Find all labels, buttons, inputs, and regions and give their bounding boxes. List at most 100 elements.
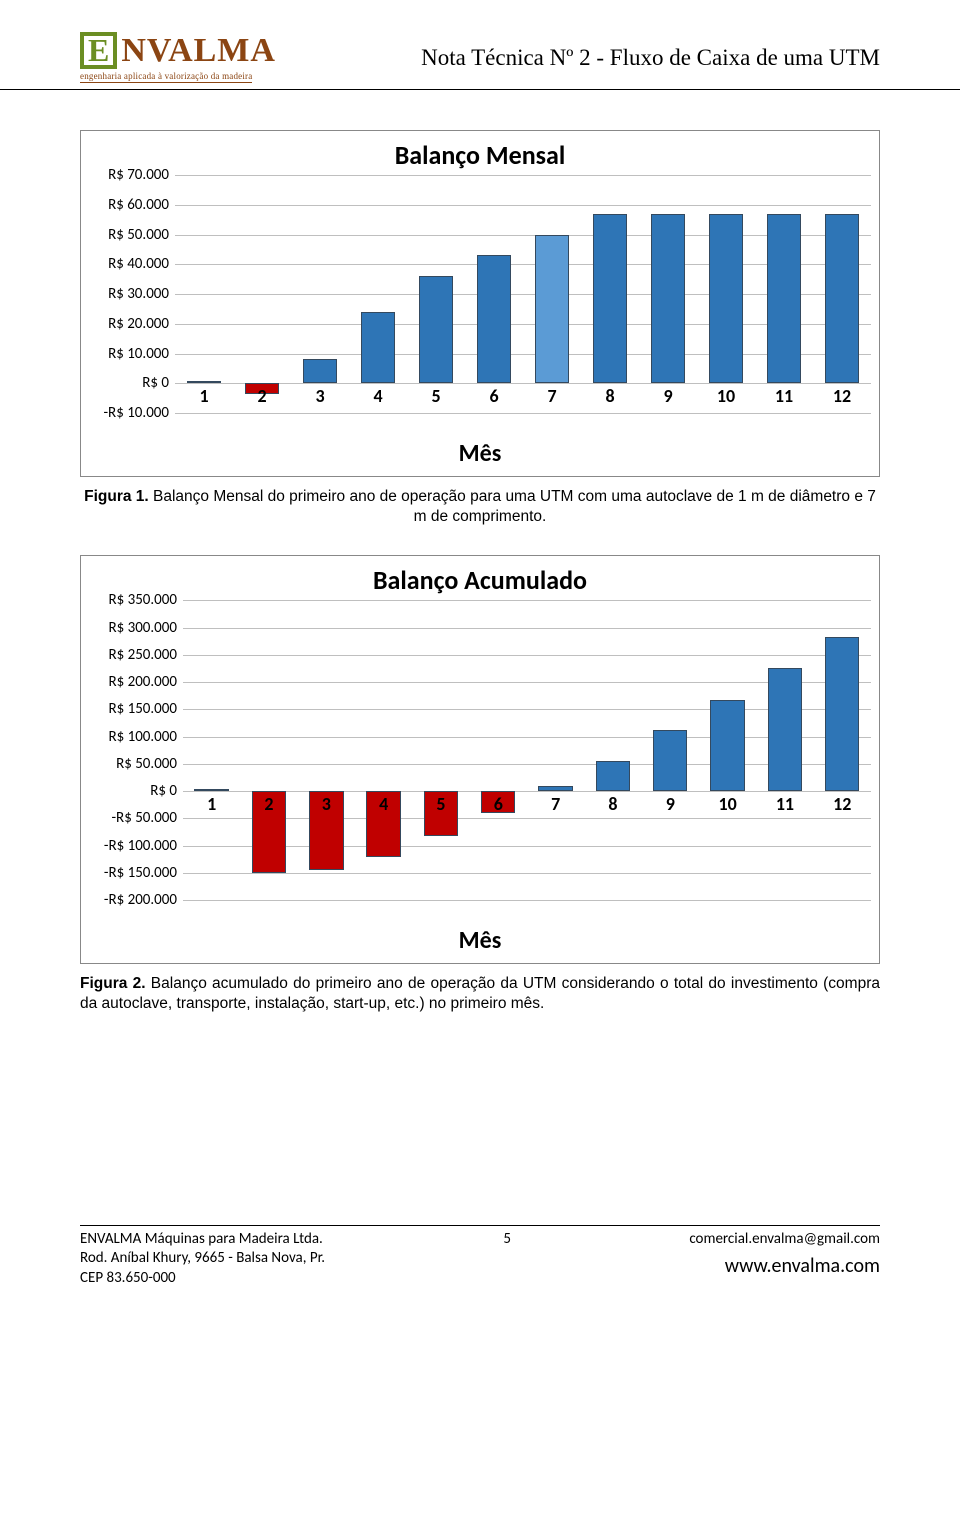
x-tick-label: 1 — [175, 385, 233, 407]
caption2-bold: Figura 2. — [80, 975, 146, 992]
bar — [538, 786, 572, 791]
bar — [477, 255, 512, 383]
bar-slot — [584, 600, 641, 900]
bar — [825, 214, 860, 384]
bar-slot — [465, 175, 523, 413]
x-tick-label: 9 — [639, 385, 697, 407]
y-tick-label: R$ 200.000 — [108, 673, 177, 691]
page-header: E NVALMA engenharia aplicada à valorizaç… — [0, 0, 960, 90]
logo-rest: NVALMA — [121, 34, 276, 68]
x-tick-label: 4 — [349, 385, 407, 407]
chart-balanco-mensal: Balanço Mensal R$ 70.000R$ 60.000R$ 50.0… — [80, 130, 880, 477]
bar-slot — [697, 175, 755, 413]
bar — [709, 214, 744, 384]
page-footer: ENVALMA Máquinas para Madeira Ltda. Rod.… — [0, 1226, 960, 1309]
bar-slot — [755, 175, 813, 413]
x-tick-label: 6 — [465, 385, 523, 407]
bar — [593, 214, 628, 384]
chart2-y-labels: R$ 350.000R$ 300.000R$ 250.000R$ 200.000… — [89, 600, 183, 900]
bar-slot — [527, 600, 584, 900]
y-tick-label: R$ 60.000 — [108, 196, 169, 214]
x-tick-label: 3 — [291, 385, 349, 407]
y-tick-label: -R$ 100.000 — [104, 837, 177, 855]
x-tick-label: 10 — [697, 385, 755, 407]
bar — [768, 668, 802, 791]
chart2-plot-area — [183, 600, 871, 900]
y-tick-label: -R$ 200.000 — [104, 891, 177, 909]
y-tick-label: R$ 20.000 — [108, 315, 169, 333]
bar — [535, 235, 570, 384]
y-tick-label: R$ 30.000 — [108, 285, 169, 303]
y-tick-label: R$ 250.000 — [108, 646, 177, 664]
y-tick-label: R$ 50.000 — [116, 755, 177, 773]
caption-figura1: Figura 1. Balanço Mensal do primeiro ano… — [80, 487, 880, 527]
x-tick-label: 5 — [412, 793, 469, 815]
footer-email: comercial.envalma@gmail.com — [689, 1230, 880, 1250]
bar-slot — [175, 175, 233, 413]
x-tick-label: 12 — [814, 793, 871, 815]
y-tick-label: R$ 350.000 — [108, 591, 177, 609]
x-tick-label: 12 — [813, 385, 871, 407]
chart1-title: Balanço Mensal — [89, 139, 871, 171]
chart1-x-labels: 123456789101112 — [175, 385, 871, 407]
bar-slot — [240, 600, 297, 900]
bar — [653, 730, 687, 791]
caption1-text: Balanço Mensal do primeiro ano de operaç… — [149, 488, 876, 525]
footer-right: comercial.envalma@gmail.com www.envalma.… — [689, 1230, 880, 1289]
y-tick-label: -R$ 150.000 — [104, 864, 177, 882]
bar-slot — [412, 600, 469, 900]
bar — [361, 312, 396, 383]
bar — [767, 214, 802, 384]
y-tick-label: R$ 50.000 — [108, 226, 169, 244]
bar-slot — [699, 600, 756, 900]
y-tick-label: R$ 300.000 — [108, 619, 177, 637]
bar — [194, 789, 228, 791]
bar-slot — [183, 600, 240, 900]
x-tick-label: 8 — [584, 793, 641, 815]
x-tick-label: 11 — [755, 385, 813, 407]
bar-slot — [581, 175, 639, 413]
bar — [651, 214, 686, 384]
bar-slot — [523, 175, 581, 413]
footer-left: ENVALMA Máquinas para Madeira Ltda. Rod.… — [80, 1230, 325, 1289]
x-tick-label: 11 — [756, 793, 813, 815]
x-tick-label: 8 — [581, 385, 639, 407]
bar-slot — [291, 175, 349, 413]
x-tick-label: 4 — [355, 793, 412, 815]
caption1-bold: Figura 1. — [84, 488, 149, 505]
x-tick-label: 1 — [183, 793, 240, 815]
caption2-text: Balanço acumulado do primeiro ano de ope… — [80, 975, 880, 1012]
x-tick-label: 3 — [298, 793, 355, 815]
chart2-title: Balanço Acumulado — [89, 564, 871, 596]
bar-slot — [642, 600, 699, 900]
y-tick-label: R$ 40.000 — [108, 255, 169, 273]
x-tick-label: 10 — [699, 793, 756, 815]
x-tick-label: 2 — [233, 385, 291, 407]
bar — [710, 700, 744, 792]
chart-balanco-acumulado: Balanço Acumulado R$ 350.000 R$ 300.000 R$… — [80, 555, 880, 964]
logo: E NVALMA engenharia aplicada à valorizaç… — [80, 32, 276, 83]
bar-slot — [813, 175, 871, 413]
bar — [303, 359, 338, 383]
logo-letter: E — [80, 32, 117, 69]
bar — [187, 381, 222, 383]
chart1-y-labels: R$ 70.000R$ 60.000R$ 50.000R$ 40.000R$ 3… — [89, 175, 175, 413]
x-tick-label: 7 — [527, 793, 584, 815]
y-tick-label: R$ 150.000 — [108, 700, 177, 718]
y-tick-label: R$ 10.000 — [108, 345, 169, 363]
doc-title: Nota Técnica Nº 2 - Fluxo de Caixa de um… — [421, 45, 880, 71]
bar-slot — [233, 175, 291, 413]
x-tick-label: 9 — [642, 793, 699, 815]
bar — [419, 276, 454, 383]
x-tick-label: 2 — [240, 793, 297, 815]
footer-site: www.envalma.com — [689, 1253, 880, 1279]
bar-slot — [349, 175, 407, 413]
bar-slot — [470, 600, 527, 900]
bar-slot — [756, 600, 813, 900]
footer-addr2: CEP 83.650-000 — [80, 1269, 325, 1289]
logo-tagline: engenharia aplicada à valorização da mad… — [80, 71, 252, 83]
chart1-plot-area — [175, 175, 871, 413]
bar — [825, 637, 859, 791]
footer-company: ENVALMA Máquinas para Madeira Ltda. — [80, 1230, 325, 1250]
bar-slot — [814, 600, 871, 900]
